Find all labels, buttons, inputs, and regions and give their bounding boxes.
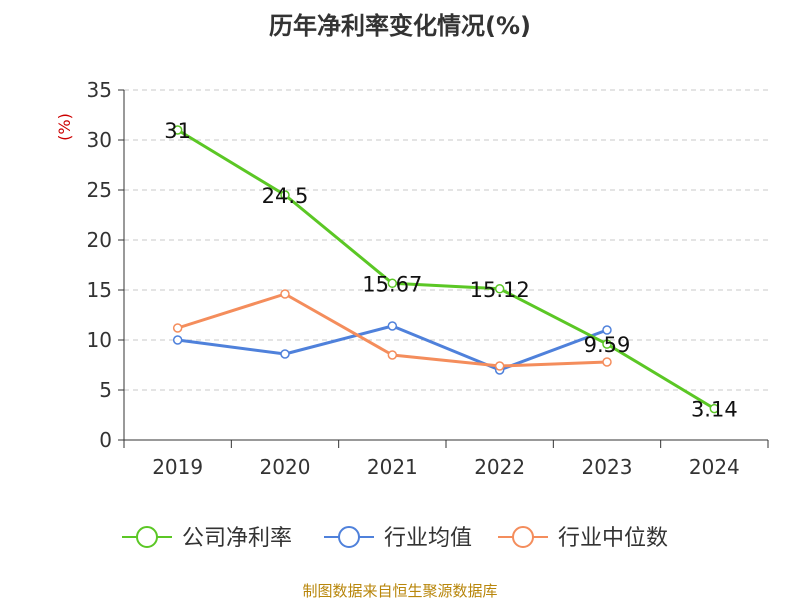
data-label-2020: 24.5 [262,184,309,208]
y-tick-label-35: 35 [87,78,112,102]
y-tick-label-30: 30 [87,128,112,152]
legend-marker-1 [338,526,360,548]
x-tick-label-2020: 2020 [260,455,311,479]
y-tick-label-20: 20 [87,228,112,252]
data-point-2-2020 [280,289,290,299]
legend-marker-0 [136,526,158,548]
data-point-1-2023 [602,325,612,335]
data-point-0-2024 [709,403,720,414]
data-point-0-2023 [602,339,612,349]
series-lines [172,125,720,414]
data-point-1-2020 [280,349,290,359]
data-label-2024: 3.14 [691,398,738,422]
y-tick-label-0: 0 [99,428,112,452]
series-line-0 [176,128,716,410]
data-point-0-2020 [280,190,290,200]
legend-label-1: 行业均值 [384,526,472,551]
data-point-2-2022 [494,361,505,371]
data-label-2019: 31 [164,119,191,143]
data-point-1-2019 [172,335,183,345]
y-axis-label: (%) [55,113,74,141]
data-point-0-2021 [387,278,398,289]
data-point-1-2021 [387,321,398,331]
x-tick-label-2021: 2021 [367,455,418,479]
x-tick-label-2019: 2019 [152,455,203,479]
y-tick-label-10: 10 [87,328,112,352]
data-point-2-2019 [172,323,183,333]
data-point-2-2023 [602,357,612,367]
x-tick-label-2023: 2023 [582,455,633,479]
data-label-2021: 15.67 [362,272,422,296]
data-label-2022: 15.12 [470,278,530,302]
x-tick-label-2022: 2022 [474,455,525,479]
y-tick-label-25: 25 [87,178,112,202]
legend: 公司净利率 行业均值 行业中位数 [122,526,668,551]
data-point-2-2021 [387,350,398,360]
data-label-2023: 9.59 [584,333,631,357]
legend-label-0: 公司净利率 [182,526,292,551]
legend-marker-2 [512,526,534,548]
axes: 0 5 10 15 20 25 30 35 2019 2020 2021 2022 2023 2024 [87,78,769,479]
chart-title: 历年净利率变化情况(%) [269,12,531,40]
y-tick-label-5: 5 [99,378,112,402]
legend-label-2: 行业中位数 [558,526,668,551]
data-point-0-2019 [172,125,183,135]
data-point-0-2022 [494,284,505,294]
x-tick-label-2024: 2024 [689,455,740,479]
y-tick-label-15: 15 [87,278,112,302]
data-labels: 31 24.5 15.67 15.12 9.59 3.14 [164,119,737,422]
source-note: 制图数据来自恒生聚源数据库 [302,582,497,600]
